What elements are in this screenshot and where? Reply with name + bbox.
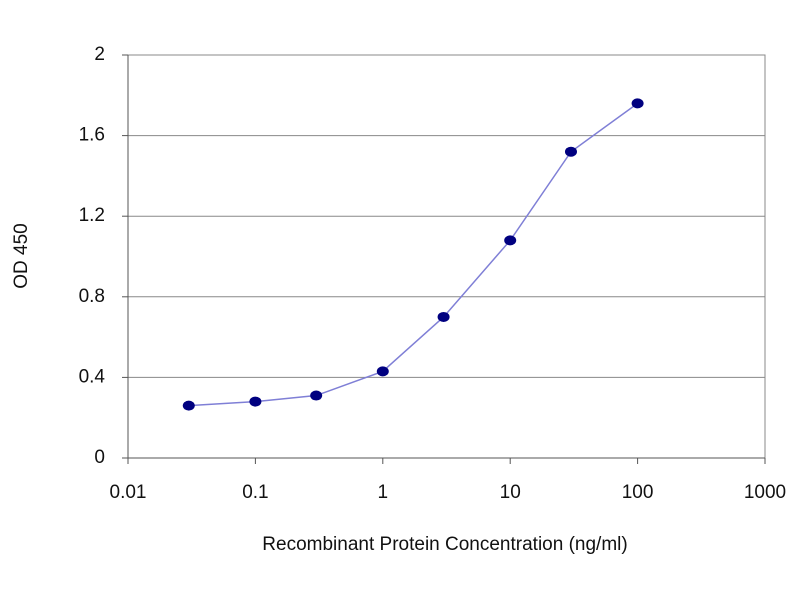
data-point — [564, 146, 577, 157]
x-tick-label: 1000 — [744, 482, 786, 503]
y-tick-label: 2 — [94, 44, 105, 65]
data-point — [504, 235, 517, 246]
data-point — [249, 396, 262, 407]
x-axis-label: Recombinant Protein Concentration (ng/ml… — [262, 534, 627, 555]
y-axis-label: OD 450 — [11, 223, 32, 288]
data-point — [376, 366, 389, 377]
y-tick-label: 1.2 — [79, 205, 105, 226]
x-tick-label: 10 — [500, 482, 521, 503]
plot-area — [127, 54, 766, 459]
data-point — [182, 400, 195, 411]
data-point — [437, 311, 450, 322]
x-tick-label: 0.01 — [110, 482, 147, 503]
x-tick-label: 100 — [622, 482, 654, 503]
data-point — [310, 390, 323, 401]
y-tick-label: 0.4 — [79, 366, 106, 387]
y-tick-label: 0.8 — [79, 286, 105, 307]
y-tick-label: 1.6 — [79, 125, 105, 146]
x-tick-label: 1 — [378, 482, 389, 503]
data-point — [631, 98, 644, 109]
y-tick-label: 0 — [94, 447, 105, 468]
series-line — [188, 102, 639, 407]
x-tick-label: 0.1 — [242, 482, 268, 503]
